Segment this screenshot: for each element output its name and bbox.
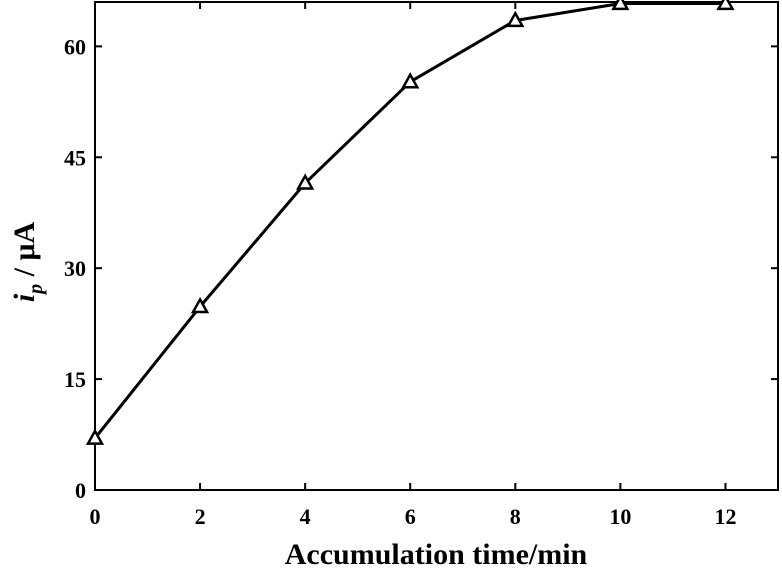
x-axis-title: Accumulation time/min <box>285 538 588 568</box>
y-tick-label: 0 <box>75 478 86 503</box>
y-axis-title: ip / μA <box>8 221 47 302</box>
y-axis-ticks: 0 15 30 45 60 <box>64 34 778 503</box>
data-point-marker <box>85 428 105 445</box>
x-tick-label: 12 <box>714 504 736 529</box>
y-axis-title-main: i <box>8 293 41 302</box>
y-tick-label: 45 <box>64 145 86 170</box>
series-layer <box>85 0 735 445</box>
data-point-marker <box>296 173 315 190</box>
y-tick-label: 60 <box>64 34 86 59</box>
data-point-marker <box>716 0 735 11</box>
x-tick-label: 6 <box>405 504 416 529</box>
series-line <box>93 1 726 440</box>
x-tick-label: 10 <box>609 504 631 529</box>
y-axis-title-unit: / μA <box>8 221 41 283</box>
x-tick-label: 2 <box>195 504 206 529</box>
data-point-marker <box>190 296 210 314</box>
plot-area-frame <box>94 1 779 491</box>
data-point-marker <box>506 10 525 28</box>
y-tick-label: 30 <box>64 256 86 281</box>
data-point-marker <box>401 72 420 89</box>
y-axis-title-subscript: p <box>25 284 47 296</box>
x-tick-label: 4 <box>300 504 311 529</box>
y-tick-label: 15 <box>64 367 86 392</box>
x-tick-label: 8 <box>510 504 521 529</box>
data-point-marker <box>611 0 630 11</box>
x-tick-label: 0 <box>90 504 101 529</box>
